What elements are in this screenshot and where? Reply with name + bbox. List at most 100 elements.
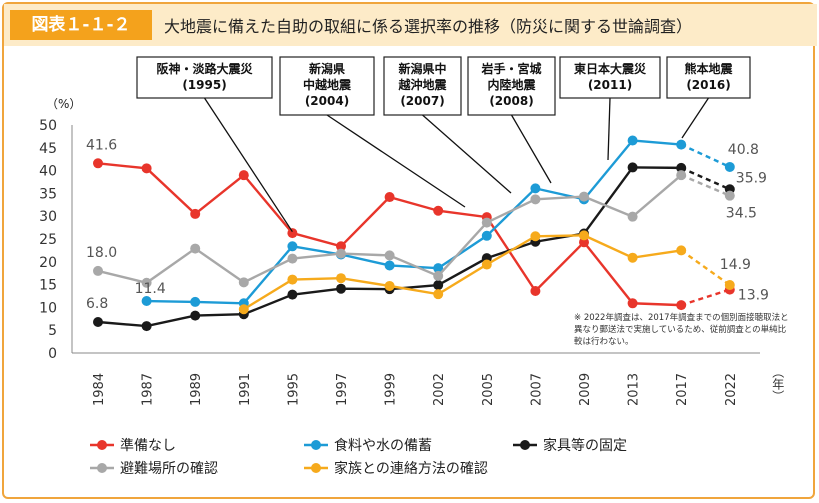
callout-pointer xyxy=(607,97,611,161)
data-point xyxy=(384,280,395,291)
callout-box xyxy=(279,56,375,116)
data-point xyxy=(530,231,541,242)
callout-label: (2007) xyxy=(400,94,444,108)
legend-swatch-marker xyxy=(97,440,107,450)
data-point xyxy=(287,274,298,285)
data-point xyxy=(287,253,298,264)
data-point xyxy=(384,260,395,271)
data-label: 14.9 xyxy=(720,257,751,273)
data-point xyxy=(141,296,152,307)
data-point xyxy=(141,163,152,174)
series-line-2022-dashed xyxy=(680,288,731,307)
data-point xyxy=(676,162,687,173)
callout-pointer xyxy=(422,114,512,194)
data-point xyxy=(336,283,346,294)
figure-number-badge: 図表１-１-２ xyxy=(10,10,152,40)
y-tick-label: 5 xyxy=(48,323,57,339)
y-tick-label: 50 xyxy=(39,118,57,134)
x-tick-label: 2009 xyxy=(578,373,593,406)
x-tick-label: 2017 xyxy=(675,373,690,406)
data-label: 11.4 xyxy=(135,281,166,297)
y-tick-label: 0 xyxy=(48,346,57,362)
x-tick-label: 2005 xyxy=(481,373,496,406)
y-tick-label: 20 xyxy=(39,255,57,271)
data-point xyxy=(190,243,201,254)
y-tick-label: 30 xyxy=(39,209,57,225)
data-point xyxy=(287,241,298,252)
callout-box xyxy=(559,56,661,99)
callout-label: 新潟県 xyxy=(309,61,345,76)
data-point xyxy=(93,158,103,169)
callout-label: (2011) xyxy=(588,78,632,92)
callout-label: 熊本地震 xyxy=(684,61,733,76)
data-label: 40.8 xyxy=(728,142,759,158)
series-line xyxy=(243,234,682,311)
data-point xyxy=(336,241,346,252)
series-line-2022-dashed xyxy=(680,174,731,197)
data-point xyxy=(238,277,249,288)
data-point xyxy=(141,277,152,288)
data-point xyxy=(579,191,589,202)
data-point xyxy=(433,280,444,291)
callout-label: 阪神・淡路大震災 xyxy=(156,61,253,76)
data-point xyxy=(433,289,444,300)
survey-method-note: ※ 2022年調査は、2017年調査までの個別面接聴取法と異なり郵送法で実施して… xyxy=(574,313,789,347)
data-point xyxy=(433,205,444,216)
data-point xyxy=(433,263,444,274)
data-point xyxy=(676,245,687,256)
callout-label: 内陸地震 xyxy=(487,77,536,92)
callout-label: (2004) xyxy=(305,94,349,108)
x-tick-label: 2002 xyxy=(432,373,447,406)
callout-label: 岩手・宮城 xyxy=(480,61,541,76)
data-point xyxy=(287,289,298,300)
x-tick-label: 2022 xyxy=(724,373,739,406)
data-point xyxy=(676,139,687,150)
data-point xyxy=(724,161,735,172)
callout-label: 東日本大震災 xyxy=(574,61,647,76)
y-tick-label: 25 xyxy=(39,232,57,248)
data-point xyxy=(481,230,492,241)
data-point xyxy=(93,316,103,327)
y-axis-label: （%） xyxy=(46,97,81,111)
x-tick-label: 2013 xyxy=(627,373,642,406)
x-tick-label: 1995 xyxy=(286,373,301,406)
callout-pointer xyxy=(326,114,466,208)
data-label: 35.9 xyxy=(736,170,767,186)
series-line-2022-dashed xyxy=(680,143,731,169)
data-point xyxy=(481,217,492,228)
y-tick-label: 10 xyxy=(39,300,57,316)
data-label: 18.0 xyxy=(86,245,117,261)
y-tick-label: 15 xyxy=(39,278,57,294)
data-label: 6.8 xyxy=(86,296,108,312)
callout-pointer xyxy=(510,114,552,184)
figure-header: 図表１-１-２ 大地震に備えた自助の取組に係る選択率の推移（防災に関する世論調査… xyxy=(4,4,817,46)
data-point xyxy=(190,208,201,219)
series-line xyxy=(146,139,682,305)
data-point xyxy=(627,162,638,173)
x-tick-label: 1999 xyxy=(384,373,399,406)
data-point xyxy=(579,230,589,241)
legend-swatch-marker xyxy=(311,440,321,450)
y-tick-label: 45 xyxy=(39,141,57,157)
data-point xyxy=(676,170,687,181)
data-point xyxy=(141,321,152,332)
data-point xyxy=(627,135,638,146)
callout-label: 新潟県中 xyxy=(398,61,446,76)
data-point xyxy=(433,270,444,281)
callout-box xyxy=(136,56,273,99)
x-tick-label: 1991 xyxy=(238,373,253,406)
data-point xyxy=(190,310,201,321)
data-point xyxy=(627,252,638,263)
legend-label: 家族との連絡方法の確認 xyxy=(334,460,488,477)
data-point xyxy=(724,280,735,291)
data-point xyxy=(384,250,395,261)
data-point xyxy=(530,183,541,194)
callout-box xyxy=(467,56,556,116)
x-tick-label: 1989 xyxy=(189,373,204,406)
data-point xyxy=(238,170,249,181)
data-label: 13.9 xyxy=(738,288,769,304)
data-point xyxy=(190,296,201,307)
data-point xyxy=(724,190,735,201)
y-tick-label: 35 xyxy=(39,186,57,202)
